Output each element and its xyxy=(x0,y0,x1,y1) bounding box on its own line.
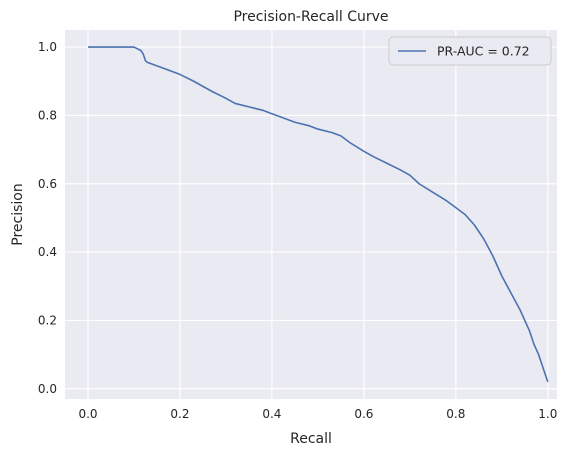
legend: PR-AUC = 0.72 xyxy=(388,36,552,66)
y-tick-label: 0.2 xyxy=(38,313,57,327)
y-tick-label: 0.4 xyxy=(38,245,57,259)
x-tick-label: 0.6 xyxy=(354,407,373,421)
legend-entry: PR-AUC = 0.72 xyxy=(437,44,530,59)
x-tick-label: 1.0 xyxy=(538,407,557,421)
legend-box xyxy=(388,36,552,66)
y-tick-label: 0.6 xyxy=(38,177,57,191)
y-tick-label: 0.0 xyxy=(38,382,57,396)
x-tick-label: 0.4 xyxy=(262,407,281,421)
tick-labels: 0.0 0.2 0.4 0.6 0.8 1.0 0.0 0.2 0.4 0.6 0.8 1.0 xyxy=(38,40,557,421)
chart-title: Precision-Recall Curve xyxy=(233,9,388,25)
x-axis-label: Recall xyxy=(290,431,332,447)
y-tick-label: 1.0 xyxy=(38,40,57,54)
series-layer xyxy=(87,46,549,383)
y-axis-label: Precision xyxy=(10,183,26,245)
pr-curve-line xyxy=(87,46,549,383)
x-tick-label: 0.0 xyxy=(78,407,97,421)
plot-area xyxy=(65,30,557,399)
grid-lines xyxy=(65,30,557,399)
x-tick-label: 0.8 xyxy=(446,407,465,421)
x-tick-label: 0.2 xyxy=(170,407,189,421)
y-tick-label: 0.8 xyxy=(38,108,57,122)
